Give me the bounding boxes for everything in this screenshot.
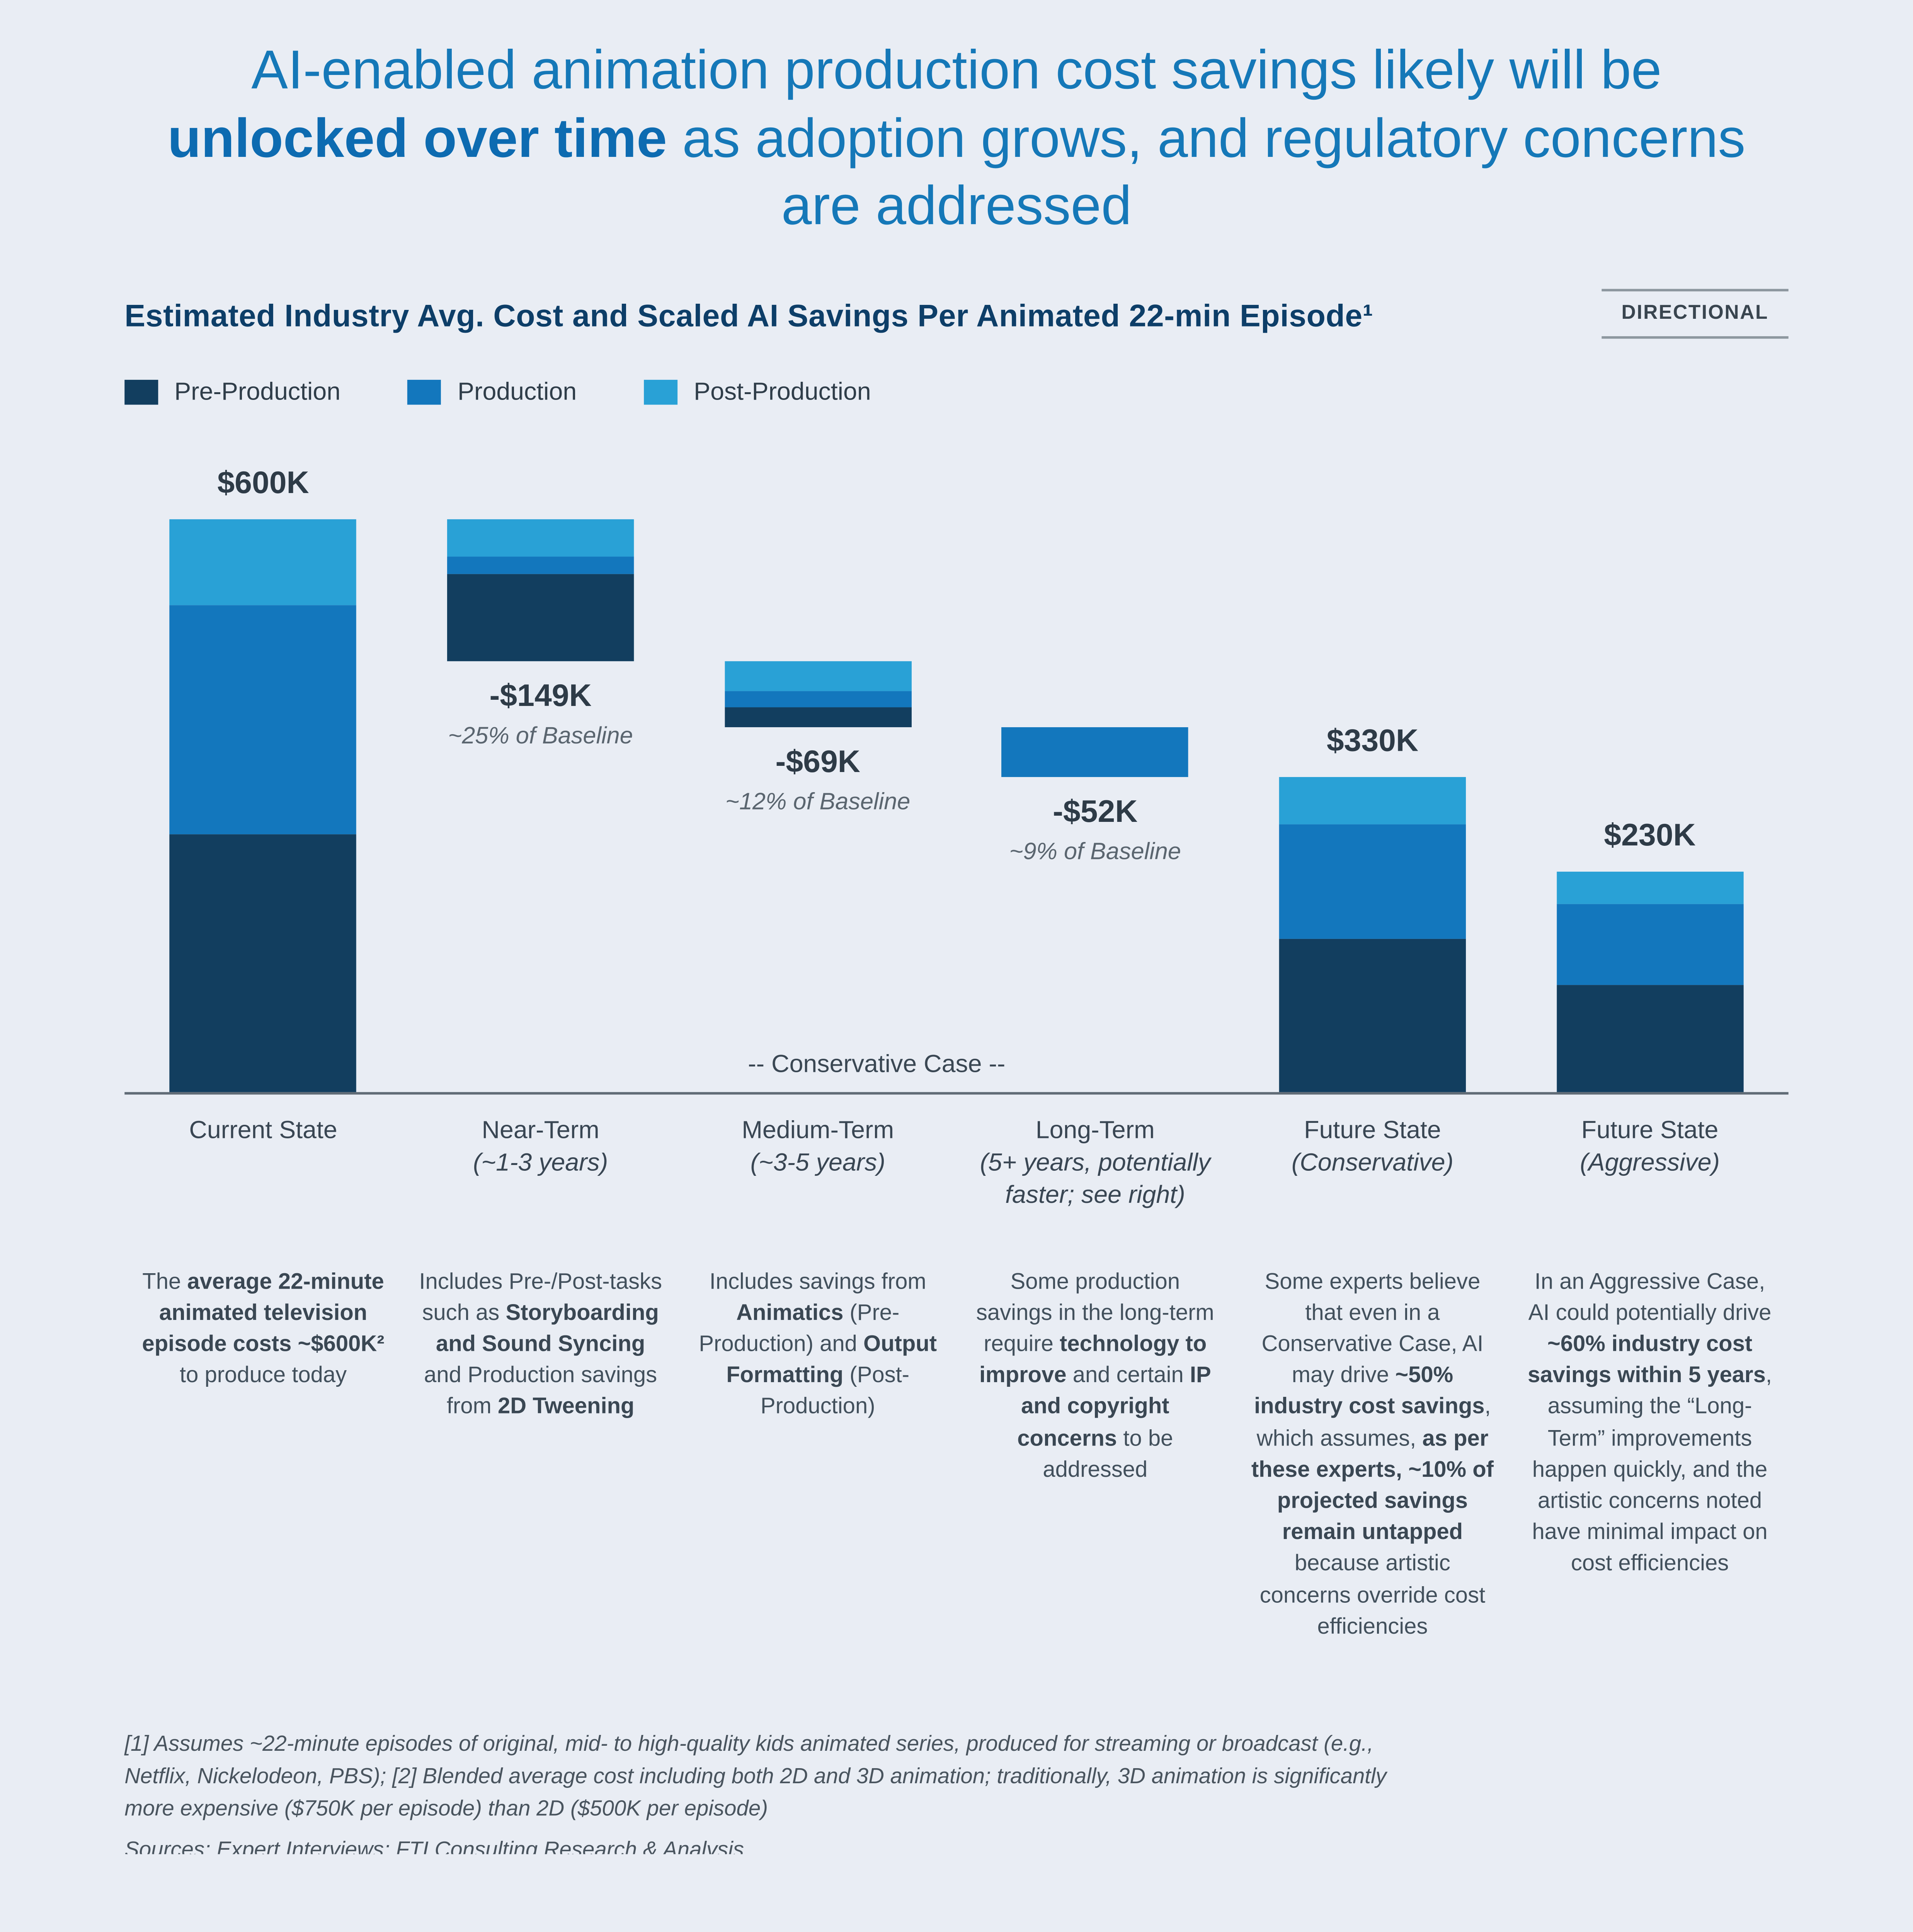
category-label: Future State (Conservative) [1234,1114,1511,1211]
legend-label: Pre-Production [174,378,341,406]
bar-segment-production [170,605,357,834]
column-description: In an Aggressive Case, AI could potentia… [1528,1268,1772,1576]
category-subtitle: (5+ years, potentially faster; see right… [980,1149,1211,1209]
chart-title: Estimated Industry Avg. Cost and Scaled … [124,298,1373,333]
bar-value-label: $330K [1326,723,1419,758]
legend-label: Post-Production [694,378,871,406]
column-description: Includes Pre-/Post-tasks such as Storybo… [419,1268,662,1419]
bar-segment-post-production [1556,872,1743,905]
category-label: Long-Term (5+ years, potentially faster; … [956,1114,1234,1211]
chart-column-6: $230K [1511,521,1789,1092]
bar-pct-of-baseline-label: ~25% of Baseline [448,723,633,750]
sources-line: Sources: Expert Interviews; FTI Consulti… [124,1836,744,1854]
category-axis: Current State Near-Term (~1-3 years) Medium… [124,1114,1788,1211]
conservative-case-annotation: -- Conservative Case -- [748,1050,1006,1078]
bar-segment-pre-production [1556,985,1743,1092]
category-label: Future State (Aggressive) [1511,1114,1789,1211]
bar-segment-pre-production [447,574,634,661]
chart-column-5: $330K [1234,521,1511,1092]
bar-segment-production [724,690,911,708]
column-description: Some production savings in the long-term… [976,1268,1214,1482]
category-subtitle: (Conservative) [1291,1149,1453,1177]
stacked-bar [170,519,357,1092]
bar-segment-post-production [170,519,357,605]
bar-value-label: -$52K [1053,794,1138,829]
category-name: Future State [1304,1116,1441,1144]
stacked-bar [1279,776,1466,1092]
bar-segment-pre-production [1279,939,1466,1092]
stacked-bar [447,519,634,661]
legend-item-production: Production [408,378,577,407]
chart-column-4: -$52K ~9% of Baseline [956,521,1234,1092]
bar-value-label: -$149K [489,678,592,714]
column-descriptions: The average 22-minute animated televisio… [124,1266,1788,1642]
legend: Pre-Production Production Post-Production [124,378,1788,407]
bar-segment-production [447,557,634,574]
content: Estimated Industry Avg. Cost and Scaled … [0,288,1913,1854]
category-name: Future State [1581,1116,1719,1144]
bar-value-label: $230K [1604,818,1696,854]
category-subtitle: (Aggressive) [1580,1149,1720,1177]
bar-segment-post-production [724,661,911,691]
bar-segment-production [1279,824,1466,939]
category-name: Medium-Term [742,1116,894,1144]
bar-pct-of-baseline-label: ~9% of Baseline [1009,838,1181,865]
category-subtitle: (~3-5 years) [750,1149,885,1177]
bar-segment-pre-production [724,707,911,727]
category-label: Medium-Term (~3-5 years) [679,1114,956,1211]
post-production-swatch [644,380,678,405]
chart-column-1: $600K [124,465,402,1092]
legend-label: Production [458,378,577,406]
category-name: Current State [189,1116,337,1144]
bar-segment-production [1002,727,1189,777]
bar-segment-post-production [1279,776,1466,825]
bar-pct-of-baseline-label: ~12% of Baseline [725,789,911,816]
category-label: Near-Term (~1-3 years) [402,1114,679,1211]
bar-segment-pre-production [170,834,357,1092]
stacked-bar [724,661,911,727]
column-description: Some experts believe that even in a Cons… [1251,1268,1494,1639]
directional-badge: DIRECTIONAL [1601,288,1789,338]
bar-value-label: $600K [217,465,309,500]
page-title: AI-enabled animation production cost sav… [167,40,1746,237]
column-description: The average 22-minute animated televisio… [142,1268,385,1388]
category-name: Near-Term [482,1116,599,1144]
category-label: Current State [124,1114,402,1211]
category-name: Long-Term [1035,1116,1155,1144]
chart-header: Estimated Industry Avg. Cost and Scaled … [124,288,1789,338]
legend-item-post-production: Post-Production [644,378,871,407]
chart-column-2: -$149K ~25% of Baseline [402,519,679,1092]
production-swatch [408,380,442,405]
bar-value-label: -$69K [775,744,860,779]
column-description: Includes savings from Animatics (Pre-Pro… [699,1268,937,1419]
sources-clip: Sources: Expert Interviews; FTI Consulti… [124,1836,1788,1854]
chart-area: -- Conservative Case -- $600K -$149K ~25% … [124,465,1789,1094]
category-subtitle: (~1-3 years) [473,1149,608,1177]
bar-segment-production [1556,904,1743,985]
chart-column-3: -$69K ~12% of Baseline [679,521,956,1092]
bar-segment-post-production [447,519,634,557]
legend-item-pre-production: Pre-Production [124,378,340,407]
footnote: [1] Assumes ~22-minute episodes of origi… [124,1731,1387,1821]
stacked-bar [1556,872,1743,1092]
pre-production-swatch [124,380,158,405]
stacked-bar [1002,727,1189,777]
